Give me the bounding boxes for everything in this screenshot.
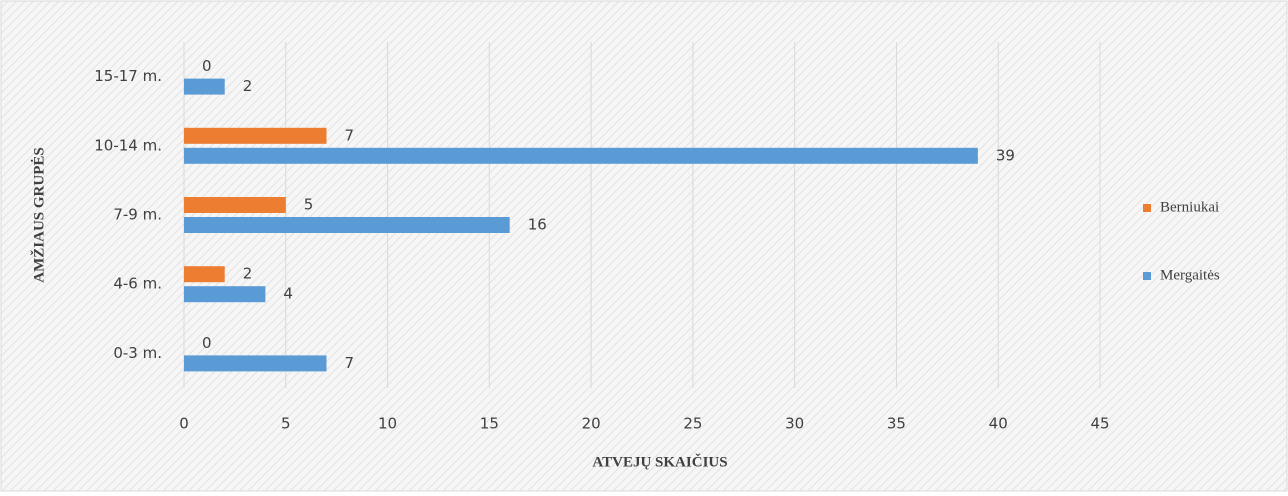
legend-marker <box>1143 272 1151 280</box>
x-tick-label: 10 <box>378 415 397 433</box>
bar <box>184 127 327 144</box>
x-tick-label: 25 <box>683 415 702 433</box>
bar <box>184 147 978 164</box>
bar <box>184 355 327 372</box>
value-label: 39 <box>996 146 1015 164</box>
value-label: 4 <box>283 285 293 303</box>
value-label: 2 <box>243 265 253 283</box>
x-tick-label: 5 <box>281 415 291 433</box>
value-label: 0 <box>202 57 212 75</box>
bar <box>184 266 225 283</box>
x-tick-label: 0 <box>179 415 189 433</box>
y-tick-label: 10-14 m. <box>94 136 162 154</box>
value-label: 0 <box>202 334 212 352</box>
legend-label: Berniukai <box>1160 199 1219 215</box>
x-tick-label: 30 <box>785 415 804 433</box>
bar <box>184 217 510 233</box>
y-tick-label: 4-6 m. <box>113 275 162 293</box>
y-axis-title: AMŽIAUS GRUPĖS <box>30 147 47 282</box>
y-tick-label: 15-17 m. <box>94 67 162 85</box>
value-label: 16 <box>528 216 547 234</box>
value-label: 2 <box>243 77 253 95</box>
x-tick-label: 35 <box>887 415 906 433</box>
x-tick-label: 40 <box>989 415 1008 433</box>
x-tick-label: 20 <box>582 415 601 433</box>
bar <box>184 197 286 213</box>
y-tick-label: 0-3 m. <box>113 344 162 362</box>
value-label: 7 <box>344 354 354 372</box>
value-label: 7 <box>344 126 354 144</box>
legend-label: Mergaitės <box>1160 267 1220 283</box>
legend-marker <box>1143 204 1151 212</box>
x-axis-title: ATVEJŲ SKAIČIUS <box>592 453 727 470</box>
bar <box>184 286 266 303</box>
x-tick-label: 45 <box>1090 415 1109 433</box>
x-tick-label: 15 <box>480 415 499 433</box>
y-tick-label: 7-9 m. <box>113 206 162 224</box>
bar <box>184 78 225 95</box>
value-label: 5 <box>304 196 314 214</box>
